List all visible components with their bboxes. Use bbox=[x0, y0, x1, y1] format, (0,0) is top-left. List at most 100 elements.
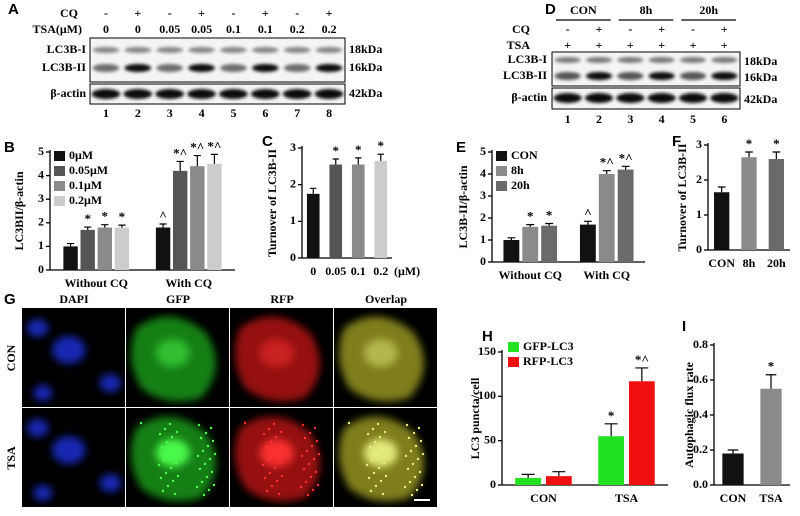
error-bar bbox=[193, 154, 201, 167]
puncta bbox=[410, 493, 414, 497]
puncta bbox=[213, 452, 217, 456]
band-size: 18kDa bbox=[744, 54, 777, 68]
band-label: LC3B-II bbox=[503, 68, 547, 82]
micrograph bbox=[22, 408, 125, 507]
puncta bbox=[169, 466, 173, 470]
nucleus bbox=[33, 485, 53, 501]
x-tick-label: Without CQ bbox=[65, 276, 128, 290]
error-bar bbox=[310, 187, 317, 194]
puncta bbox=[313, 426, 317, 430]
band bbox=[711, 72, 738, 80]
puncta bbox=[166, 484, 170, 488]
band bbox=[314, 89, 344, 99]
legend-swatch bbox=[54, 181, 65, 191]
row-label: CQ bbox=[60, 6, 78, 20]
puncta bbox=[267, 427, 271, 431]
lane-number: 7 bbox=[294, 106, 300, 120]
puncta bbox=[419, 439, 423, 443]
y-tick-label: 2 bbox=[480, 210, 486, 224]
lane-cq: - bbox=[566, 22, 570, 36]
y-tick-label: 0.8 bbox=[693, 337, 708, 351]
band-size: 42kDa bbox=[744, 92, 777, 106]
bar bbox=[722, 453, 744, 485]
lane-tsa: 0.2 bbox=[290, 22, 305, 36]
x-tick-label: 0.05 bbox=[325, 264, 346, 278]
legend-label: 0.05μM bbox=[69, 163, 108, 177]
y-axis-label: LC3BII/β-actin bbox=[12, 171, 26, 250]
puncta bbox=[273, 466, 277, 470]
nucleus bbox=[363, 339, 398, 367]
panel-letter: E bbox=[456, 139, 466, 156]
puncta bbox=[404, 454, 408, 458]
significance: * bbox=[773, 136, 780, 151]
puncta bbox=[269, 440, 273, 444]
lane-cq: + bbox=[134, 6, 141, 20]
significance: *^ bbox=[190, 140, 204, 155]
error-bar bbox=[101, 224, 109, 228]
bar bbox=[541, 225, 558, 262]
x-axis-label: (μM) bbox=[394, 264, 420, 278]
puncta bbox=[303, 436, 307, 440]
group-label: 20h bbox=[699, 3, 718, 17]
puncta bbox=[265, 489, 269, 493]
puncta bbox=[161, 489, 165, 493]
blot-strip bbox=[89, 83, 346, 105]
puncta bbox=[384, 474, 388, 478]
x-tick-label: CON bbox=[708, 256, 735, 270]
puncta bbox=[403, 485, 407, 489]
puncta bbox=[299, 485, 303, 489]
micrograph bbox=[126, 408, 229, 507]
lane-number: 2 bbox=[135, 106, 141, 120]
bar bbox=[760, 388, 782, 485]
x-tick-label: With CQ bbox=[583, 268, 630, 282]
lane-number: 4 bbox=[199, 106, 205, 120]
puncta bbox=[415, 488, 419, 492]
puncta bbox=[308, 431, 312, 435]
puncta bbox=[159, 476, 163, 480]
significance: * bbox=[378, 138, 385, 153]
puncta bbox=[405, 423, 409, 427]
y-tick-label: 5 bbox=[480, 144, 486, 158]
puncta bbox=[317, 452, 321, 456]
lane-tsa: + bbox=[721, 38, 728, 52]
y-tick-label: 2 bbox=[696, 172, 702, 186]
legend-label: 8h bbox=[511, 163, 524, 177]
error-bar bbox=[552, 471, 566, 477]
band bbox=[283, 47, 311, 53]
legend-label: 20h bbox=[511, 178, 530, 192]
puncta bbox=[162, 458, 166, 462]
error-bar bbox=[210, 153, 219, 164]
micrograph bbox=[230, 408, 333, 507]
band bbox=[92, 47, 120, 53]
lane-tsa: 0.1 bbox=[258, 22, 273, 36]
significance: *^ bbox=[207, 138, 221, 153]
puncta bbox=[202, 493, 206, 497]
puncta bbox=[172, 448, 176, 452]
significance: * bbox=[102, 209, 109, 224]
bar bbox=[351, 164, 365, 258]
lane-cq: + bbox=[721, 22, 728, 36]
puncta bbox=[406, 467, 410, 471]
band bbox=[251, 64, 279, 72]
bar bbox=[114, 227, 130, 270]
y-tick-label: 0 bbox=[290, 250, 296, 264]
band bbox=[554, 57, 581, 63]
group-label: CON bbox=[570, 3, 597, 17]
puncta bbox=[264, 445, 268, 449]
nucleus bbox=[155, 339, 190, 367]
panel-letter: D bbox=[545, 1, 556, 18]
y-tick-label: 3 bbox=[38, 191, 44, 205]
legend-swatch bbox=[508, 342, 519, 352]
nucleus bbox=[52, 336, 86, 364]
puncta bbox=[261, 463, 265, 467]
band bbox=[585, 72, 613, 80]
error-bar bbox=[772, 151, 781, 159]
panel-letter: H bbox=[482, 328, 493, 345]
puncta bbox=[275, 479, 279, 483]
lane-cq: - bbox=[231, 6, 235, 20]
bar bbox=[329, 164, 343, 258]
nucleus bbox=[26, 419, 49, 437]
puncta bbox=[312, 457, 316, 461]
puncta bbox=[315, 439, 319, 443]
